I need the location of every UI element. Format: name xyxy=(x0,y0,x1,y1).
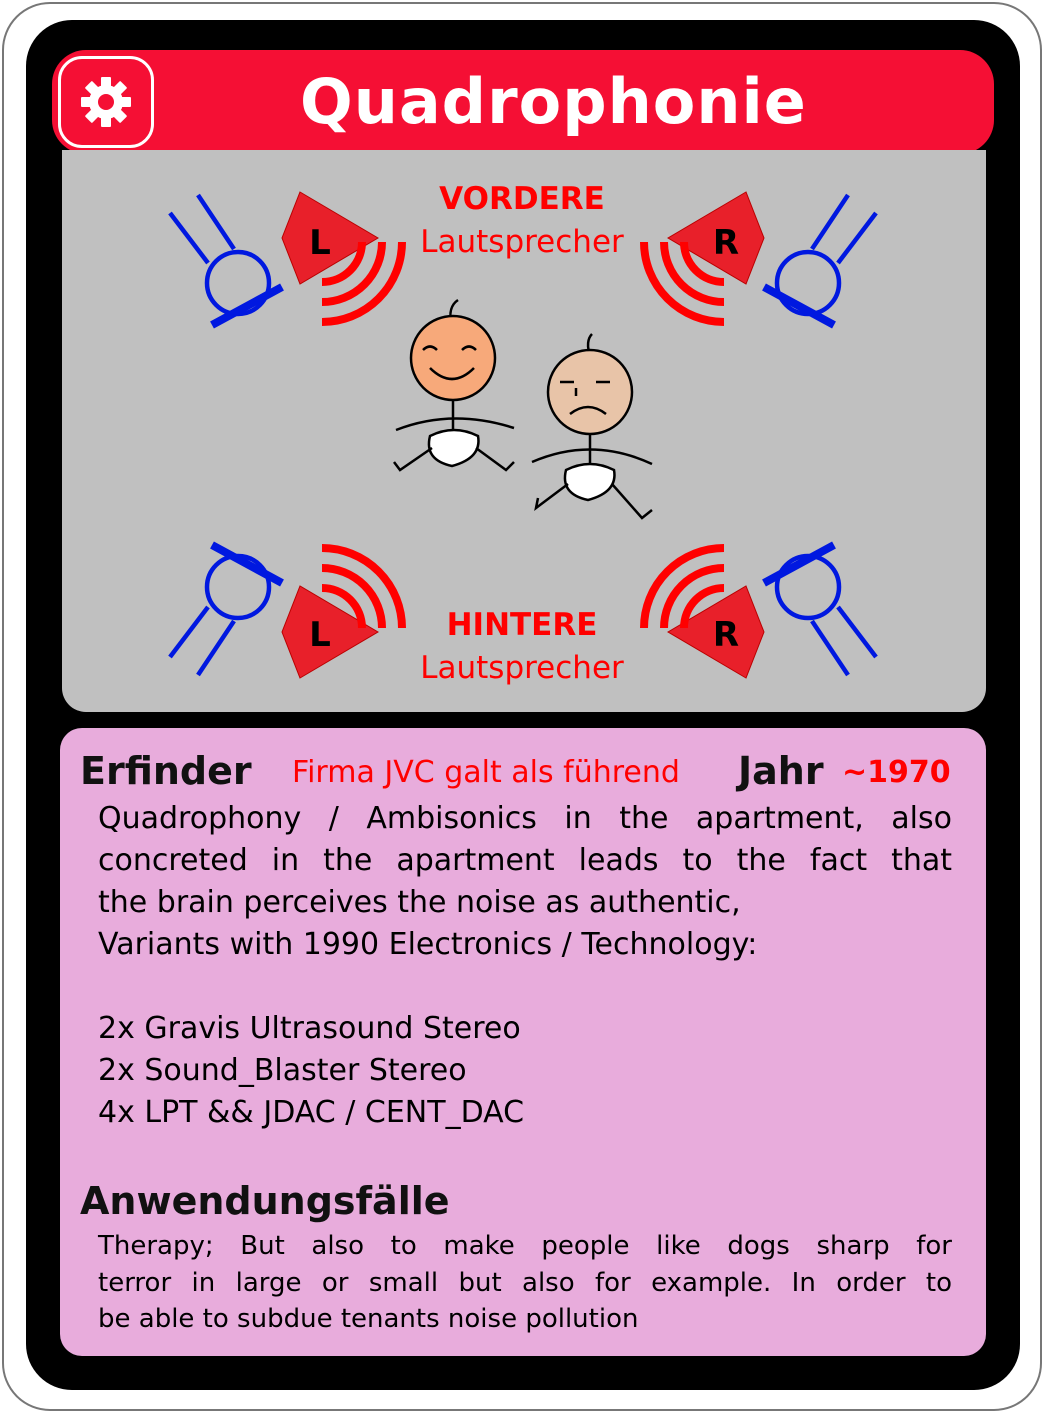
info-panel xyxy=(60,728,986,1356)
description: Quadrophony / Ambisonics in the apartmen… xyxy=(98,798,952,1134)
use-cases-heading: Anwendungsfälle xyxy=(80,1179,450,1223)
use-cases-line: be able to subdue tenants noise pollutio… xyxy=(98,1304,639,1334)
year-value: ~1970 xyxy=(842,755,951,790)
title-bar xyxy=(52,50,994,154)
description-line: concreted in the apartment leads to the … xyxy=(98,843,952,878)
gear-icon xyxy=(81,77,131,127)
description-line: 4x LPT && JDAC / CENT_DAC xyxy=(98,1095,525,1130)
rear-speakers-sublabel: Lautsprecher xyxy=(420,650,624,686)
front-speakers-sublabel: Lautsprecher xyxy=(420,224,624,260)
description-line: 2x Sound_Blaster Stereo xyxy=(98,1053,467,1088)
inventor-year-row: Erfinder Firma JVC galt als führend Jahr… xyxy=(80,744,970,800)
description-line: Variants with 1990 Electronics / Technol… xyxy=(98,927,758,962)
use-cases-line: Therapy; But also to make people like do… xyxy=(98,1231,952,1261)
year-heading: Jahr xyxy=(738,749,824,793)
inventor-value: Firma JVC galt als führend xyxy=(292,755,680,790)
category-badge xyxy=(58,56,154,148)
description-spacer xyxy=(98,966,952,1008)
rear-speakers-label: HINTERE xyxy=(446,607,598,643)
inventor-heading: Erfinder xyxy=(80,749,252,793)
use-cases-text: Therapy; But also to make people like do… xyxy=(98,1228,952,1338)
description-line: Quadrophony / Ambisonics in the apartmen… xyxy=(98,801,952,836)
card-title: Quadrophonie xyxy=(300,65,807,138)
description-line: 2x Gravis Ultrasound Stereo xyxy=(98,1011,521,1046)
description-line: the brain perceives the noise as authent… xyxy=(98,885,741,920)
front-speakers-label: VORDERE xyxy=(439,181,605,217)
use-cases-line: terror in large or small but also for ex… xyxy=(98,1267,952,1298)
